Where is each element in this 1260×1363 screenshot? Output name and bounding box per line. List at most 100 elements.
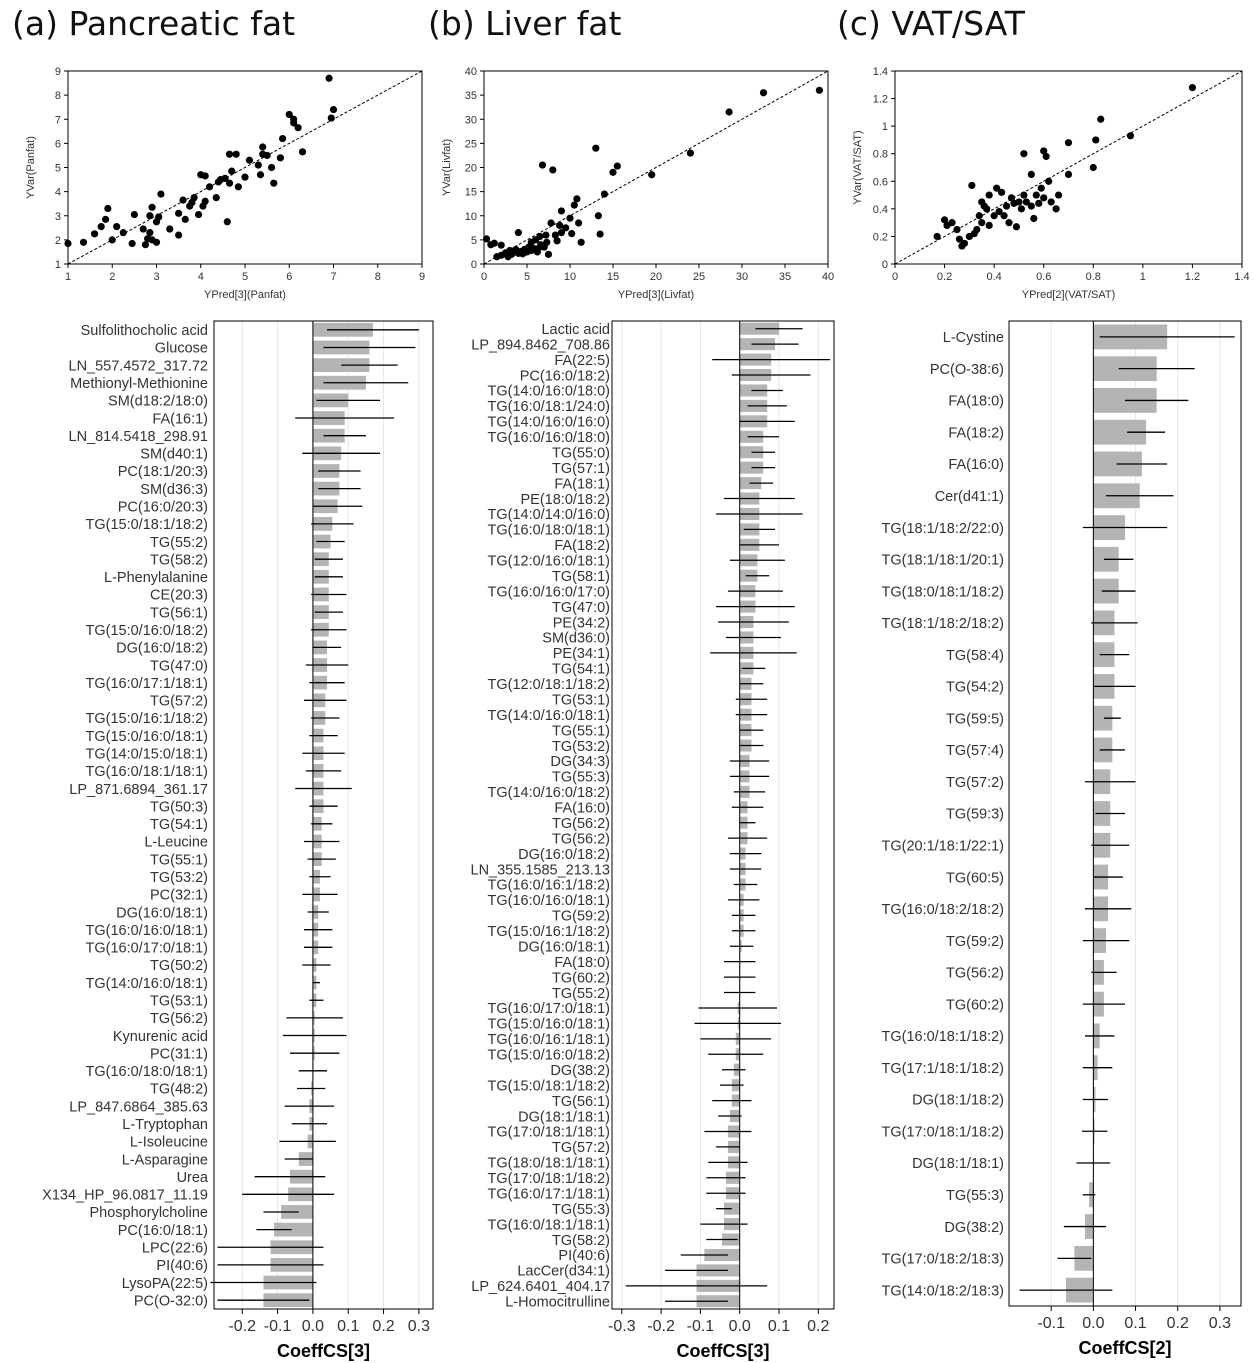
y-tick-label-c: 1 [882,121,888,133]
bar-frame-c [1008,320,1242,1307]
category-label-c: TG(57:4) [946,743,1004,759]
category-label-a: DG(16:0/18:1) [116,905,208,921]
category-label-b: TG(57:1) [552,461,610,477]
scatter-point-a [212,194,220,202]
category-label-b: TG(55:2) [552,986,610,1002]
scatter-point-b [514,229,523,237]
panel-title-a: (a) Pancreatic fat [12,4,296,43]
scatter-point-c [978,219,986,227]
scatter-point-a [325,74,333,82]
category-label-b: TG(56:2) [552,816,610,832]
scatter-point-a [102,215,110,223]
scatter-point-c [1092,136,1100,144]
scatter-point-c [1027,170,1035,178]
category-label-b: PE(34:2) [553,615,610,631]
category-label-a: Sulfolithocholic acid [81,323,208,339]
y-tick-label-a: 8 [55,90,61,102]
category-label-a: Urea [177,1170,209,1186]
scatter-point-b [547,219,555,227]
category-label-c: DG(38:2) [944,1220,1004,1236]
scatter-point-b [497,241,505,249]
scatter-point-b [686,149,695,157]
scatter-point-b [542,231,550,239]
category-label-a: L-Isoleucine [130,1135,208,1151]
category-label-b: LN_355.1585_213.13 [471,862,611,878]
reference-line-b [483,70,829,265]
scatter-point-a [155,213,163,221]
category-label-c: TG(17:0/18:2/18:3) [881,1252,1004,1268]
scatter-point-b [575,219,583,227]
x-axis-label-c: YPred[2](VAT/SAT) [1022,289,1116,301]
category-label-a: Glucose [155,341,208,357]
scatter-point-c [1032,191,1040,199]
category-label-b: TG(58:1) [552,569,610,585]
scatter-point-a [206,183,214,191]
scatter-point-a [139,225,147,233]
scatter-point-c [990,212,998,220]
category-label-b: PE(18:0/18:2) [521,492,610,508]
category-label-a: PC(O-32:0) [134,1293,208,1309]
scatter-point-a [179,196,187,204]
scatter-point-a [194,210,203,219]
x-tick-label-b: -0.2 [647,1318,675,1335]
x-tick-label-b: 25 [693,271,705,283]
category-label-b: TG(53:1) [552,692,610,708]
category-label-b: TG(16:0/17:1/18:1) [487,1186,610,1202]
category-label-b: PI(40:6) [558,1248,610,1264]
category-label-a: TG(16:0/16:0/18:1) [85,923,208,939]
category-label-b: TG(16:0/18:1/24:0) [487,399,610,415]
y-tick-label-c: 0.2 [873,231,888,243]
y-axis-label-a: YVar(Panfat) [25,136,37,199]
category-label-a: Kynurenic acid [113,1029,208,1045]
category-label-a: SM(d36:3) [140,482,208,498]
category-label-a: FA(16:1) [152,411,208,427]
scatter-point-c [1126,132,1135,140]
scatter-point-a [201,197,209,205]
category-label-a: Methionyl-Methionine [70,376,208,392]
scatter-point-b [544,250,553,258]
category-label-b: FA(22:5) [554,353,610,369]
x-axis-label-a: CoeffCS[3] [277,1341,370,1361]
y-axis-label-c: YVar(VAT/SAT) [852,130,864,204]
category-label-b: PE(34:1) [553,646,610,662]
category-label-a: TG(14:0/16:0/18:1) [85,976,208,992]
category-label-b: TG(16:0/18:1/18:1) [487,1217,610,1233]
scatter-point-b [566,214,574,222]
scatter-point-a [128,239,136,248]
category-label-a: TG(47:0) [150,658,208,674]
category-label-b: TG(55:1) [552,723,610,739]
category-label-b: FA(18:0) [554,955,610,971]
y-tick-label-a: 7 [55,114,61,126]
scatter-point-c [1020,191,1028,199]
category-label-b: TG(12:0/18:1/18:2) [487,677,610,693]
category-label-a: TG(58:2) [150,552,208,568]
category-label-c: TG(59:2) [946,934,1004,950]
category-label-a: TG(16:0/17:1/18:1) [85,676,208,692]
scatter-point-c [1002,202,1011,210]
y-tick-label-b: 10 [465,211,477,223]
category-label-b: TG(14:0/16:0/18:1) [487,708,610,724]
y-tick-label-a: 5 [55,163,61,175]
scatter-point-c [1064,139,1073,147]
scatter-point-a [157,190,165,198]
scatter-point-b [562,224,570,232]
x-tick-label-a: 0.3 [408,1318,430,1335]
scatter-point-b [557,229,566,237]
x-tick-label-a: -0.1 [264,1318,292,1335]
x-tick-label-a: 6 [286,271,292,283]
y-tick-label-b: 40 [465,66,477,78]
y-tick-label-b: 35 [465,90,477,102]
x-tick-label-b: 15 [607,271,619,283]
x-tick-label-c: 1.2 [1185,271,1200,283]
category-label-b: TG(57:2) [552,1140,610,1156]
category-label-b: DG(16:0/18:2) [518,847,610,863]
y-tick-label-b: 25 [465,138,477,150]
x-tick-label-c: 0.2 [937,271,952,283]
scatter-point-a [223,218,231,226]
y-tick-label-a: 3 [55,211,61,223]
scatter-point-a [119,229,127,237]
y-tick-label-b: 15 [465,187,477,199]
scatter-point-a [113,223,121,231]
scatter-point-c [1045,177,1053,185]
scatter-point-c [940,216,949,224]
